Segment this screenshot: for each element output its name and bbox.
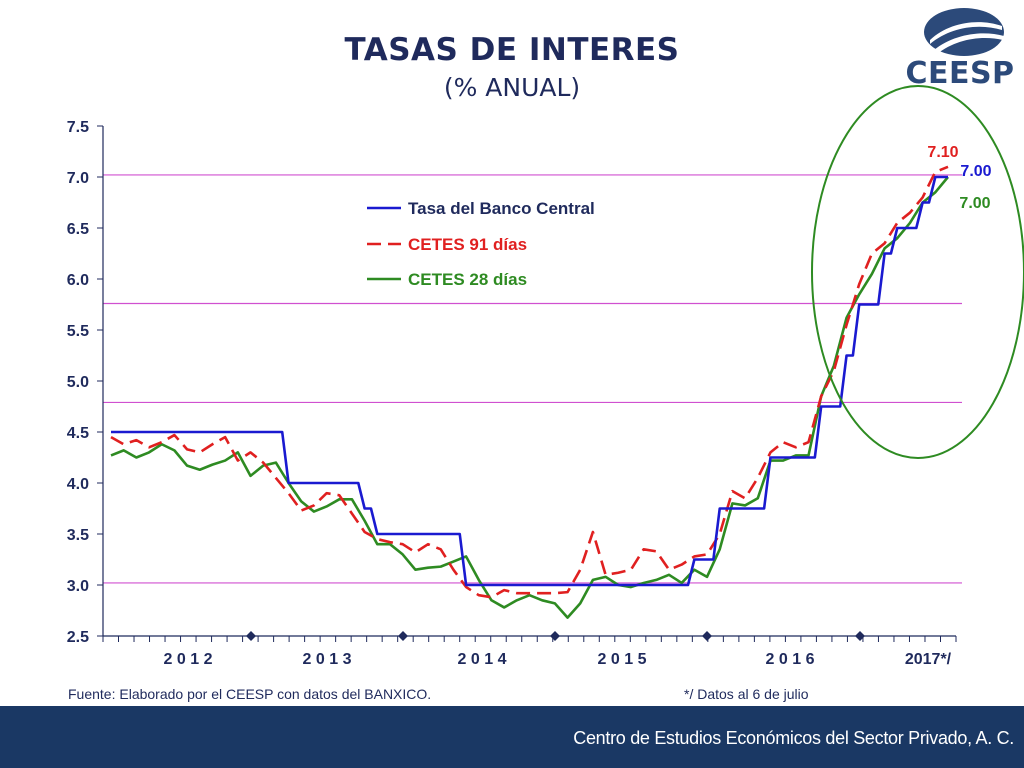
- x-year-label: 2 0 1 4: [458, 651, 507, 668]
- x-year-label: 2017*/: [905, 651, 952, 668]
- series-line-cetes-91: [110, 165, 949, 599]
- y-tick-label: 4.0: [67, 476, 89, 493]
- year-separator-marker: [398, 631, 408, 641]
- legend-label: CETES 91 días: [408, 235, 527, 254]
- y-tick-label: 3.5: [67, 527, 89, 544]
- value-annotation: 7.10: [927, 144, 958, 161]
- ceesp-logo: CEESP: [904, 4, 1016, 94]
- year-separator-marker: [550, 631, 560, 641]
- interest-rate-chart: 2.5 3.0 3.5 4.0 4.5 5.0 5.5 6.0 6.5 7.0 7.5 2 0 1 2…: [67, 85, 1024, 668]
- x-year-label: 2 0 1 2: [164, 651, 213, 668]
- y-tick-label: 7.0: [67, 170, 89, 187]
- chart-series: [110, 165, 950, 619]
- y-tick-label: 5.0: [67, 374, 89, 391]
- y-tick-label: 3.0: [67, 578, 89, 595]
- x-year-label: 2 0 1 3: [303, 651, 352, 668]
- y-tick-label: 4.5: [67, 425, 89, 442]
- source-note: Fuente: Elaborado por el CEESP con datos…: [68, 686, 432, 702]
- value-annotation: 7.00: [959, 195, 990, 212]
- legend-label: Tasa del Banco Central: [408, 199, 595, 218]
- legend-label: CETES 28 días: [408, 270, 527, 289]
- footer-bar: Centro de Estudios Económicos del Sector…: [0, 706, 1024, 768]
- highlight-ellipse: [811, 85, 1024, 459]
- year-separator-marker: [855, 631, 865, 641]
- year-separator-marker: [702, 631, 712, 641]
- y-tick-label: 6.5: [67, 221, 89, 238]
- y-tick-label: 6.0: [67, 272, 89, 289]
- chart-title: TASAS DE INTERES: [344, 32, 680, 68]
- x-year-label: 2 0 1 6: [766, 651, 815, 668]
- chart-subtitle: (% ANUAL): [443, 73, 581, 102]
- x-year-label: 2 0 1 5: [598, 651, 647, 668]
- reference-lines: [103, 174, 962, 584]
- year-separator-marker: [246, 631, 256, 641]
- value-annotation: 7.00: [960, 163, 991, 180]
- ceesp-logo-mark-icon: [924, 8, 1004, 56]
- footer-organization: Centro de Estudios Económicos del Sector…: [573, 728, 1014, 748]
- chart-axes: 2.5 3.0 3.5 4.0 4.5 5.0 5.5 6.0 6.5 7.0 7.5 2 0 1 2…: [67, 119, 957, 668]
- y-tick-label: 2.5: [67, 629, 89, 646]
- date-note: */ Datos al 6 de julio: [684, 686, 809, 702]
- chart-legend: Tasa del Banco Central CETES 91 días CETES…: [367, 199, 595, 289]
- y-tick-label: 7.5: [67, 119, 89, 136]
- series-line-banco-central: [111, 175, 948, 587]
- ceesp-logo-text: CEESP: [905, 56, 1015, 91]
- series-line-cetes-28: [110, 176, 950, 619]
- y-tick-label: 5.5: [67, 323, 89, 340]
- chart-annotations: 7.107.007.00: [927, 144, 991, 212]
